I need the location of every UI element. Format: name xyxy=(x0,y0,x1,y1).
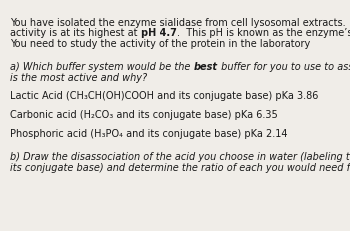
Text: .  This pH is known as the enzyme’s pH optimum.: . This pH is known as the enzyme’s pH op… xyxy=(176,28,350,38)
Text: buffer for you to use to assure the protein: buffer for you to use to assure the prot… xyxy=(217,62,350,72)
Text: a) Which buffer system would be the: a) Which buffer system would be the xyxy=(10,62,194,72)
Text: You have isolated the enzyme sialidase from cell lysosomal extracts.  This enzym: You have isolated the enzyme sialidase f… xyxy=(10,18,350,28)
Text: is the most active and why?: is the most active and why? xyxy=(10,72,147,82)
Text: its conjugate base) and determine the ratio of each you would need for your buff: its conjugate base) and determine the ra… xyxy=(10,162,350,172)
Text: Phosphoric acid (H₃PO₄ and its conjugate base) pKa 2.14: Phosphoric acid (H₃PO₄ and its conjugate… xyxy=(10,129,287,139)
Text: best: best xyxy=(194,62,217,72)
Text: activity is at its highest at: activity is at its highest at xyxy=(10,28,141,38)
Text: Lactic Acid (CH₃CH(OH)COOH and its conjugate base) pKa 3.86: Lactic Acid (CH₃CH(OH)COOH and its conju… xyxy=(10,91,318,101)
Text: You need to study the activity of the protein in the laboratory: You need to study the activity of the pr… xyxy=(10,39,310,49)
Text: Carbonic acid (H₂CO₃ and its conjugate base) pKa 6.35: Carbonic acid (H₂CO₃ and its conjugate b… xyxy=(10,110,278,120)
Text: pH 4.7: pH 4.7 xyxy=(141,28,176,38)
Text: b) Draw the disassociation of the acid you choose in water (labeling the acid fo: b) Draw the disassociation of the acid y… xyxy=(10,152,350,162)
